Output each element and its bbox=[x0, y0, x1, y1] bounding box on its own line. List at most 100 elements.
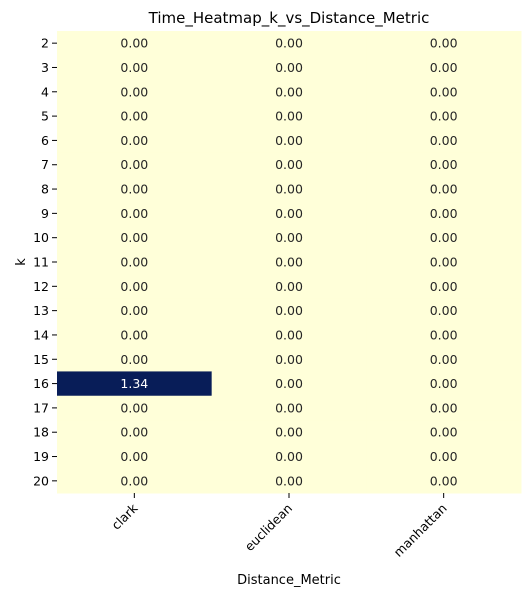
heatmap-cell-label: 0.00 bbox=[430, 327, 458, 342]
heatmap-cell bbox=[366, 322, 522, 348]
heatmap-cell-label: 0.00 bbox=[430, 182, 458, 197]
heatmap-cell bbox=[57, 444, 213, 470]
heatmap-cell-label: 0.00 bbox=[275, 133, 303, 148]
heatmap-cell-label: 0.00 bbox=[120, 133, 148, 148]
heatmap-cell bbox=[57, 347, 213, 372]
heatmap-cell bbox=[211, 79, 367, 105]
heatmap-cell-label: 0.00 bbox=[120, 230, 148, 245]
heatmap-cell-label: 0.00 bbox=[120, 206, 148, 221]
heatmap-cell-label: 0.00 bbox=[430, 206, 458, 221]
heatmap-cell bbox=[366, 395, 522, 421]
heatmap-cell bbox=[57, 152, 213, 178]
heatmap-cell bbox=[57, 225, 213, 251]
heatmap-cell-label: 0.00 bbox=[120, 279, 148, 294]
heatmap-cell bbox=[211, 322, 367, 348]
heatmap-cell bbox=[211, 176, 367, 202]
heatmap-cell bbox=[211, 371, 367, 397]
x-tick-label: euclidean bbox=[242, 501, 295, 554]
heatmap-cell bbox=[57, 274, 213, 299]
heatmap-cell bbox=[366, 103, 522, 129]
heatmap-cell-label: 0.00 bbox=[275, 327, 303, 342]
heatmap-cell bbox=[366, 79, 522, 105]
heatmap-cell bbox=[57, 79, 213, 105]
heatmap-cell-label: 1.34 bbox=[120, 376, 148, 391]
heatmap-cell-label: 0.00 bbox=[120, 109, 148, 124]
heatmap-cell-label: 0.00 bbox=[120, 157, 148, 172]
heatmap-cell-label: 0.00 bbox=[120, 84, 148, 99]
heatmap-cell bbox=[57, 103, 213, 129]
heatmap-cell bbox=[57, 371, 213, 397]
heatmap-cell-label: 0.00 bbox=[275, 84, 303, 99]
heatmap-cell bbox=[211, 298, 367, 324]
y-tick-label: 5 bbox=[41, 109, 49, 124]
heatmap-cell bbox=[211, 420, 367, 445]
heatmap-cell bbox=[211, 31, 367, 56]
heatmap-cell bbox=[211, 201, 367, 227]
y-tick-label: 2 bbox=[41, 36, 49, 51]
heatmap-cell bbox=[211, 274, 367, 299]
heatmap-cell bbox=[366, 249, 522, 275]
x-tick-label: manhattan bbox=[391, 501, 450, 560]
heatmap-cell-label: 0.00 bbox=[430, 449, 458, 464]
heatmap-cell bbox=[57, 395, 213, 421]
heatmap-cell bbox=[366, 444, 522, 470]
heatmap-cell-label: 0.00 bbox=[120, 60, 148, 75]
heatmap-cell bbox=[211, 128, 367, 154]
heatmap-cell bbox=[366, 225, 522, 251]
heatmap-cell-label: 0.00 bbox=[275, 206, 303, 221]
heatmap-cell bbox=[57, 176, 213, 202]
heatmap-cell bbox=[366, 468, 522, 494]
y-tick-label: 10 bbox=[33, 230, 49, 245]
heatmap-cell-label: 0.00 bbox=[430, 303, 458, 318]
x-axis-label: Distance_Metric bbox=[237, 573, 341, 588]
heatmap-cell-label: 0.00 bbox=[275, 230, 303, 245]
y-tick-label: 4 bbox=[41, 84, 49, 99]
heatmap-cell bbox=[211, 103, 367, 129]
heatmap-cell bbox=[57, 249, 213, 275]
heatmap-cell bbox=[57, 128, 213, 154]
heatmap-cell-label: 0.00 bbox=[275, 376, 303, 391]
heatmap-cell bbox=[366, 152, 522, 178]
heatmap-cell bbox=[366, 298, 522, 324]
heatmap-cell-label: 0.00 bbox=[430, 279, 458, 294]
heatmap-cell bbox=[57, 420, 213, 445]
y-tick-label: 14 bbox=[33, 327, 49, 342]
heatmap-cell-label: 0.00 bbox=[120, 352, 148, 367]
y-tick-label: 15 bbox=[33, 352, 49, 367]
heatmap-cell-label: 0.00 bbox=[430, 230, 458, 245]
heatmap-cell-label: 0.00 bbox=[120, 449, 148, 464]
y-tick-label: 9 bbox=[41, 206, 49, 221]
heatmap-cell bbox=[211, 444, 367, 470]
heatmap-cell bbox=[366, 347, 522, 372]
heatmap-cell bbox=[366, 176, 522, 202]
heatmap-cell bbox=[211, 225, 367, 251]
heatmap-cell-label: 0.00 bbox=[275, 352, 303, 367]
y-axis-ticks: 2 3 4 5 6 7 8 9 10 11 12 13 14 15 16 17 18 19 20 bbox=[33, 36, 57, 488]
heatmap-cell bbox=[57, 55, 213, 81]
heatmap-cell-label: 0.00 bbox=[275, 400, 303, 415]
heatmap-cell-label: 0.00 bbox=[120, 36, 148, 51]
heatmap-cell-label: 0.00 bbox=[120, 400, 148, 415]
y-tick-label: 13 bbox=[33, 303, 49, 318]
heatmap-cell bbox=[57, 201, 213, 227]
heatmap-cell-label: 0.00 bbox=[430, 36, 458, 51]
y-tick-label: 3 bbox=[41, 60, 49, 75]
heatmap-cell bbox=[366, 128, 522, 154]
heatmap-cell-label: 0.00 bbox=[430, 133, 458, 148]
heatmap-cell-label: 0.00 bbox=[275, 255, 303, 270]
chart-title: Time_Heatmap_k_vs_Distance_Metric bbox=[148, 9, 430, 28]
heatmap-cell bbox=[57, 322, 213, 348]
heatmap-cell-labels: 0.00 0.00 0.00 0.00 0.00 0.00 0.00 0.00 0.00 0.00… bbox=[120, 36, 457, 489]
heatmap-cell-label: 0.00 bbox=[275, 425, 303, 440]
heatmap-cell bbox=[211, 55, 367, 81]
heatmap-cell-label: 0.00 bbox=[275, 182, 303, 197]
heatmap-cell-label: 0.00 bbox=[275, 473, 303, 488]
heatmap-cell-label: 0.00 bbox=[430, 352, 458, 367]
heatmap-cells bbox=[57, 31, 522, 494]
heatmap-cell bbox=[211, 468, 367, 494]
heatmap-cell bbox=[211, 347, 367, 372]
heatmap-cell-label: 0.00 bbox=[275, 279, 303, 294]
heatmap-cell bbox=[366, 274, 522, 299]
x-axis-ticks: clark euclidean manhattan bbox=[108, 493, 450, 560]
y-tick-label: 19 bbox=[33, 449, 49, 464]
